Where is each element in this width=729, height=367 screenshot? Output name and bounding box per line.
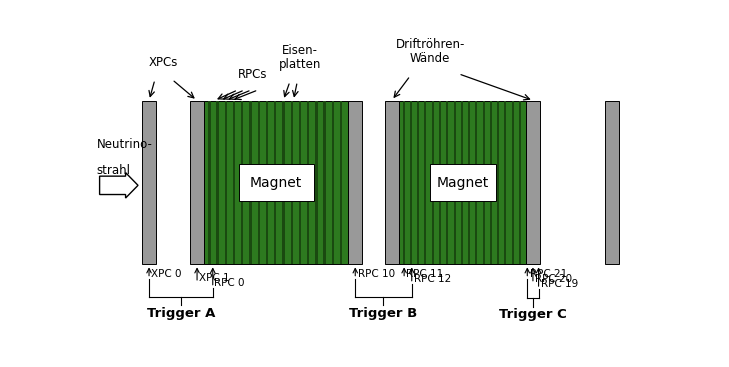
Bar: [241, 101, 243, 265]
Bar: [429, 164, 496, 200]
Bar: [475, 101, 477, 265]
Text: Eisen-: Eisen-: [282, 44, 318, 57]
Bar: [282, 101, 284, 265]
Bar: [299, 101, 301, 265]
Bar: [453, 101, 456, 265]
Text: XPC 0: XPC 0: [152, 269, 182, 279]
Bar: [605, 101, 620, 265]
Text: RPC 21: RPC 21: [529, 269, 566, 279]
Text: Trigger C: Trigger C: [499, 308, 567, 321]
Bar: [439, 101, 441, 265]
Bar: [315, 101, 318, 265]
Text: RPC 0: RPC 0: [214, 277, 245, 288]
Bar: [504, 101, 507, 265]
Text: RPC 11: RPC 11: [406, 269, 444, 279]
Bar: [257, 101, 260, 265]
Bar: [490, 101, 492, 265]
Bar: [512, 101, 514, 265]
Text: strahl: strahl: [97, 164, 130, 177]
Bar: [266, 101, 268, 265]
Bar: [461, 101, 463, 265]
Bar: [340, 101, 342, 265]
Bar: [274, 101, 276, 265]
Bar: [249, 101, 252, 265]
Bar: [417, 101, 419, 265]
Bar: [238, 164, 313, 200]
Bar: [519, 101, 521, 265]
Text: platten: platten: [279, 58, 321, 71]
FancyArrow shape: [100, 172, 138, 198]
Bar: [225, 101, 227, 265]
Text: RPC 20: RPC 20: [535, 274, 572, 284]
Bar: [526, 101, 540, 265]
Text: Driftröhren-: Driftröhren-: [395, 38, 465, 51]
Bar: [424, 101, 426, 265]
Bar: [468, 101, 470, 265]
Text: RPC 19: RPC 19: [541, 279, 578, 289]
Text: Wände: Wände: [410, 52, 451, 65]
Bar: [399, 101, 526, 265]
Bar: [208, 101, 211, 265]
Text: XPCs: XPCs: [149, 57, 178, 69]
Bar: [307, 101, 309, 265]
Bar: [190, 101, 204, 265]
Bar: [446, 101, 448, 265]
Bar: [324, 101, 326, 265]
Text: Trigger B: Trigger B: [349, 307, 418, 320]
Bar: [483, 101, 485, 265]
Bar: [385, 101, 399, 265]
Bar: [332, 101, 334, 265]
Text: Magnet: Magnet: [437, 175, 488, 189]
Text: RPCs: RPCs: [238, 68, 267, 81]
Bar: [217, 101, 219, 265]
Text: Trigger A: Trigger A: [147, 307, 215, 320]
Text: RPC 10: RPC 10: [357, 269, 394, 279]
Bar: [348, 101, 362, 265]
Bar: [402, 101, 405, 265]
Bar: [497, 101, 499, 265]
Bar: [204, 101, 348, 265]
Text: Neutrino-: Neutrino-: [97, 138, 152, 152]
Bar: [410, 101, 412, 265]
Bar: [233, 101, 235, 265]
Bar: [142, 101, 156, 265]
Text: RPC 12: RPC 12: [414, 274, 451, 284]
Bar: [432, 101, 434, 265]
Text: XPC 1: XPC 1: [199, 273, 230, 283]
Text: Magnet: Magnet: [250, 175, 303, 189]
Bar: [291, 101, 293, 265]
